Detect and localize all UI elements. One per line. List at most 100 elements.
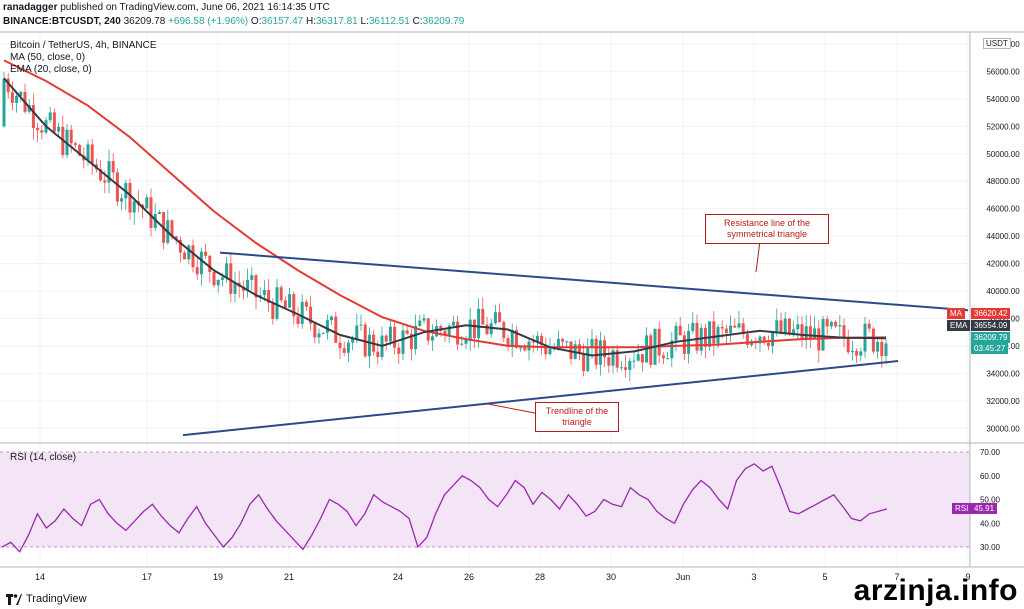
- ema20-line: [3, 77, 887, 357]
- candle-body: [485, 324, 489, 335]
- candle-body: [649, 335, 653, 365]
- candle-body: [720, 327, 724, 329]
- candle-body: [279, 287, 283, 301]
- candle-body: [15, 95, 19, 103]
- candle-body: [687, 330, 691, 354]
- candle-body: [523, 347, 527, 351]
- candle-body: [775, 320, 779, 332]
- price-tick-label: 50000.00: [986, 150, 1020, 159]
- author-name[interactable]: ranadagger: [3, 2, 58, 13]
- candle-body: [447, 325, 451, 336]
- candle-body: [876, 341, 880, 352]
- time-tick-label: 26: [464, 572, 474, 582]
- candle-body: [267, 290, 271, 303]
- price-tick-label: 44000.00: [986, 232, 1020, 241]
- candle-body: [514, 330, 518, 348]
- candle-body: [825, 319, 829, 327]
- candle-body: [834, 321, 838, 327]
- open-label: O:: [250, 16, 262, 27]
- candle-body: [565, 341, 569, 343]
- candle-body: [309, 306, 313, 324]
- close-value: 36209.79: [422, 16, 465, 27]
- candle-body: [468, 319, 472, 341]
- header-bar: ranadagger published on TradingView.com,…: [0, 0, 1024, 32]
- candle-body: [250, 275, 254, 280]
- candle-body: [10, 92, 14, 103]
- candle-body: [695, 322, 699, 351]
- candle-body: [325, 320, 329, 333]
- price-axis-ticks[interactable]: 58000.0056000.0054000.0052000.0050000.00…: [986, 40, 1020, 433]
- candle-body: [787, 318, 791, 335]
- price-tick-label: 42000.00: [986, 260, 1020, 269]
- currency-label[interactable]: USDT: [983, 38, 1011, 49]
- time-axis-ticks[interactable]: 14 17 19 21 24 26 28 30 Jun 3 5 7 9: [35, 572, 971, 582]
- candle-body: [36, 127, 40, 131]
- candle-body: [661, 355, 665, 359]
- candle-body: [73, 143, 77, 145]
- candle-body: [498, 312, 502, 323]
- candle-body: [338, 342, 342, 349]
- legend-ema[interactable]: EMA (20, close, 0): [10, 64, 92, 75]
- tradingview-logo[interactable]: TradingView: [6, 593, 87, 605]
- legend-ma[interactable]: MA (50, close, 0): [10, 52, 86, 63]
- candle-body: [598, 340, 602, 365]
- candle-body: [48, 112, 52, 121]
- candle-body: [107, 161, 111, 183]
- candle-body: [157, 211, 161, 214]
- candle-body: [128, 183, 132, 213]
- candle-body: [531, 341, 535, 343]
- candle-body: [716, 327, 720, 344]
- candle-body: [745, 334, 749, 346]
- candle-body: [766, 342, 770, 347]
- candle-body: [691, 322, 695, 331]
- resistance-callout: Resistance line of the symmetrical trian…: [705, 214, 829, 244]
- time-tick-label: 5: [822, 572, 827, 582]
- candle-body: [90, 144, 94, 165]
- candle-body: [569, 341, 573, 360]
- price-tick-label: 34000.00: [986, 369, 1020, 378]
- candle-body: [586, 347, 590, 372]
- publish-line: ranadagger published on TradingView.com,…: [3, 2, 330, 13]
- candle-body: [225, 263, 229, 278]
- candle-body: [115, 172, 119, 202]
- candle-body: [393, 326, 397, 348]
- candle-body: [859, 351, 863, 356]
- price-tick-label: 40000.00: [986, 287, 1020, 296]
- candle-body: [321, 332, 325, 334]
- candle-body: [636, 354, 640, 361]
- candle-body: [78, 144, 82, 156]
- time-tick-label: 7: [894, 572, 899, 582]
- rsi-axis-ticks[interactable]: 70.00 60.00 50.00 40.00 30.00: [980, 448, 1001, 552]
- candle-body: [561, 338, 565, 342]
- candle-body: [674, 325, 678, 341]
- candle-body: [666, 358, 670, 360]
- support-trendline[interactable]: [182, 360, 899, 437]
- price-tick-label: 56000.00: [986, 67, 1020, 76]
- price-tick-label: 30000.00: [986, 424, 1020, 433]
- candle-body: [111, 161, 115, 173]
- candle-body: [216, 279, 220, 286]
- candle-body: [275, 287, 279, 319]
- price-tick-label: 46000.00: [986, 205, 1020, 214]
- rsi-tick-label: 70.00: [980, 448, 1001, 457]
- candle-body: [829, 321, 833, 327]
- candle-body: [632, 360, 636, 362]
- candle-body: [246, 279, 250, 291]
- candle-body: [628, 360, 632, 370]
- candle-body: [330, 316, 334, 321]
- tradingview-brand: TradingView: [26, 593, 87, 605]
- last-price-tag: 36209.79: [971, 332, 1011, 343]
- rsi-legend[interactable]: RSI (14, close): [10, 452, 77, 463]
- time-tick-label: Jun: [676, 572, 691, 582]
- candle-body: [443, 330, 447, 336]
- candle-body: [451, 321, 455, 326]
- candle-body: [456, 321, 460, 345]
- resistance-trendline[interactable]: [219, 251, 969, 312]
- candle-body: [871, 328, 875, 352]
- candle-body: [351, 338, 355, 343]
- trendline-callout: Trendline of the triangle: [535, 402, 619, 432]
- candle-body: [741, 323, 745, 335]
- rsi-tick-label: 30.00: [980, 543, 1001, 552]
- candle-body: [678, 325, 682, 336]
